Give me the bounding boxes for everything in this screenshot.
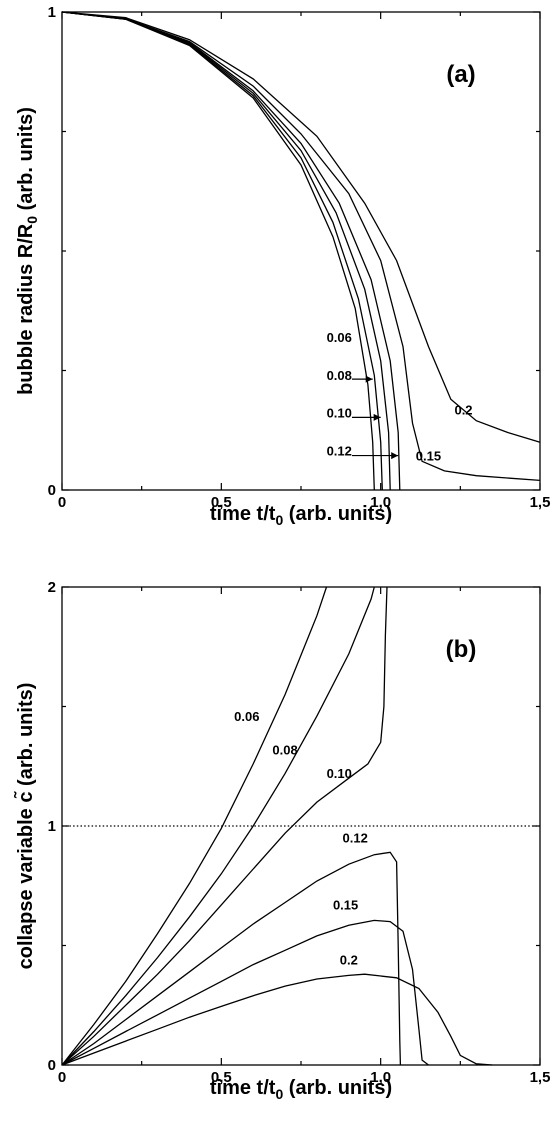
series-line-0.06 — [61, 586, 328, 1066]
x-tick-label: 0 — [58, 1069, 66, 1086]
curve-label: 0.2 — [454, 402, 472, 417]
curve-label: 0.06 — [234, 709, 259, 724]
curve-label: 0.15 — [416, 448, 441, 463]
curve-label: 0.15 — [333, 898, 358, 913]
curve-label: 0.10 — [327, 405, 352, 420]
x-tick-label: 0 — [58, 494, 66, 511]
series-line-0.12 — [61, 851, 402, 1066]
series-line-0.2 — [61, 973, 493, 1066]
x-tick-label: 0,5 — [211, 494, 232, 511]
curve-label: 0.12 — [343, 831, 368, 846]
curve-label: 0.08 — [327, 368, 352, 383]
series-line-0.10 — [61, 11, 391, 491]
x-tick-label: 1,5 — [530, 494, 551, 511]
series-line-0.10 — [61, 586, 388, 1066]
curve-label: 0.2 — [340, 953, 358, 968]
arrow-head — [365, 375, 373, 383]
series-line-0.15 — [61, 919, 429, 1066]
x-axis-label: time t/t0 (arb. units) — [210, 1077, 392, 1102]
x-tick-label: 0,5 — [211, 1069, 232, 1086]
y-tick-label: 1 — [48, 818, 56, 835]
x-axis-label: time t/t0 (arb. units) — [210, 503, 392, 528]
panel-label: (a) — [446, 61, 475, 88]
panel-a-bubble-radius-chart: 0 0,5 1,0 1,5 0 1 0.06 0.08 0.10 0.12 0.15 0.2 (a) ti… — [15, 4, 550, 528]
series-line-0.2 — [61, 11, 541, 443]
y-axis-label: bubble radius R/R0 (arb. units) — [15, 107, 40, 395]
y-tick-label: 0 — [48, 1057, 56, 1074]
y-tick-label: 0 — [48, 482, 56, 499]
y-axis-label: collapse variable c̃ (arb. units) — [13, 683, 37, 970]
y-tick-label: 1 — [48, 4, 56, 21]
x-tick-label: 1,0 — [370, 494, 391, 511]
y-tick-label: 2 — [48, 579, 56, 596]
x-tick-label: 1,5 — [530, 1069, 551, 1086]
panel-label: (b) — [446, 636, 477, 663]
series-line-0.08 — [61, 586, 375, 1066]
series-line-0.15 — [61, 11, 541, 482]
curve-label: 0.12 — [327, 444, 352, 459]
arrow-head — [373, 413, 381, 421]
curve-label: 0.10 — [327, 766, 352, 781]
curve-label: 0.08 — [272, 742, 297, 757]
x-tick-label: 1,0 — [370, 1069, 391, 1086]
arrow-head — [391, 452, 399, 460]
panel-b-collapse-variable-chart: 0 0,5 1,0 1,5 0 1 2 0.06 0.08 0.10 0.12 0.15 0.2 (b) t… — [13, 579, 550, 1102]
curve-label: 0.06 — [327, 330, 352, 345]
